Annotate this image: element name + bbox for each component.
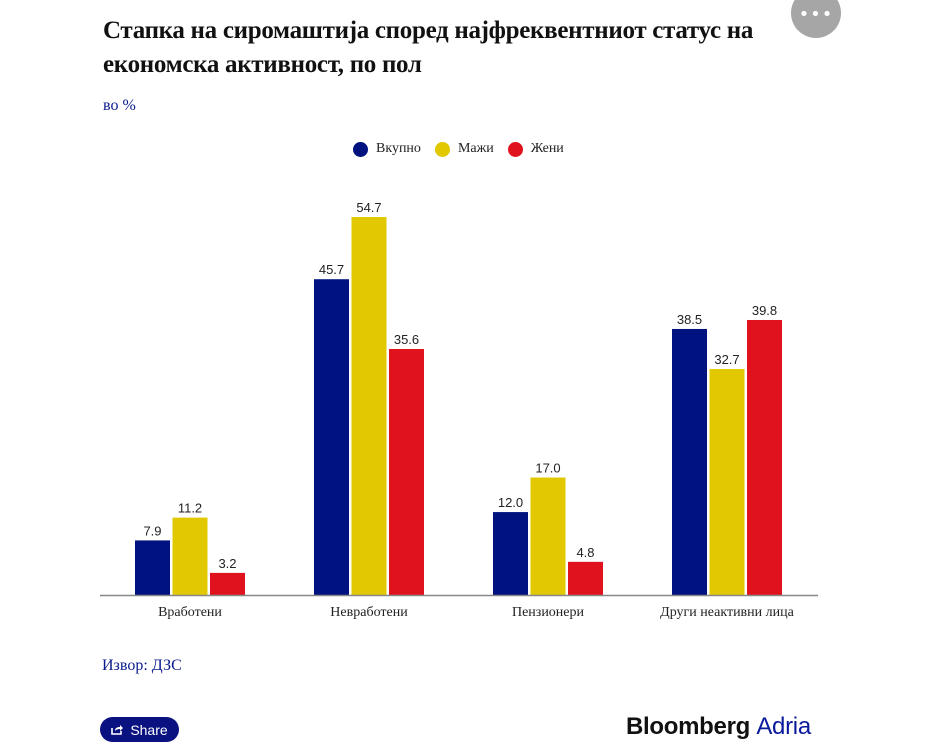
data-label-vkupno-1: 45.7 — [319, 262, 344, 277]
bar-vkupno-3[interactable] — [672, 328, 707, 595]
share-label: Share — [130, 721, 168, 738]
bar-chart: 7.9 45.7 12.0 38.5 11.2 54.7 17.0 32.7 3.2 35.6 4.… — [100, 200, 818, 620]
data-label-vkupno-2: 12.0 — [498, 495, 523, 510]
legend-swatch-zheni — [507, 141, 523, 157]
data-label-mazhi-3: 32.7 — [714, 352, 739, 367]
more-options-button[interactable]: ••• — [791, 0, 841, 38]
data-label-zheni-3: 39.8 — [752, 303, 777, 318]
legend-item-vkupno[interactable]: Вкупно — [353, 141, 421, 157]
source-note: Извор: ДЗС — [102, 657, 182, 674]
x-tick-label-1: Невработени — [330, 605, 408, 620]
legend-label-vkupno: Вкупно — [376, 141, 421, 156]
share-button[interactable]: Share — [100, 717, 179, 742]
brand-main: Bloomberg — [626, 713, 750, 740]
x-tick-label-3: Други неактивни лица — [660, 605, 794, 620]
chart-subtitle: во % — [103, 97, 136, 114]
legend-swatch-mazhi — [434, 141, 450, 157]
data-label-vkupno-0: 7.9 — [143, 523, 161, 538]
legend-label-mazhi: Мажи — [457, 141, 494, 156]
bar-vkupno-2[interactable] — [493, 512, 528, 595]
x-tick-label-2: Пензионери — [512, 605, 585, 620]
brand-accent: Adria — [756, 713, 811, 740]
bar-mazhi-2[interactable] — [530, 477, 566, 595]
legend-item-zheni[interactable]: Жени — [507, 141, 564, 157]
x-tick-label-0: Вработени — [158, 605, 222, 620]
legend: Вкупно Мажи Жени — [353, 141, 578, 157]
data-label-vkupno-3: 38.5 — [677, 312, 702, 327]
bar-mazhi-3[interactable] — [709, 369, 745, 595]
bar-vkupno-0[interactable] — [135, 540, 170, 595]
data-label-mazhi-1: 54.7 — [356, 200, 381, 215]
chart-title: Стапка на сиромаштија според најфреквент… — [103, 17, 754, 78]
bar-vkupno-1[interactable] — [314, 279, 349, 595]
legend-item-mazhi[interactable]: Мажи — [434, 141, 494, 157]
brand-logo: Bloomberg Adria — [626, 713, 811, 741]
bar-zheni-1[interactable] — [389, 349, 424, 595]
data-label-zheni-1: 35.6 — [394, 332, 419, 347]
bar-zheni-3[interactable] — [747, 319, 782, 595]
bar-mazhi-0[interactable] — [172, 517, 208, 595]
share-icon — [111, 725, 124, 735]
bar-zheni-0[interactable] — [210, 572, 245, 595]
data-label-mazhi-2: 17.0 — [535, 461, 560, 476]
data-label-zheni-2: 4.8 — [576, 545, 594, 560]
legend-swatch-vkupno — [353, 141, 368, 157]
more-horizontal-icon: ••• — [798, 3, 834, 25]
legend-label-zheni: Жени — [530, 141, 564, 156]
bar-mazhi-1[interactable] — [351, 217, 387, 595]
data-label-mazhi-0: 11.2 — [178, 501, 202, 516]
data-label-zheni-0: 3.2 — [218, 556, 236, 571]
bar-zheni-2[interactable] — [568, 561, 603, 595]
